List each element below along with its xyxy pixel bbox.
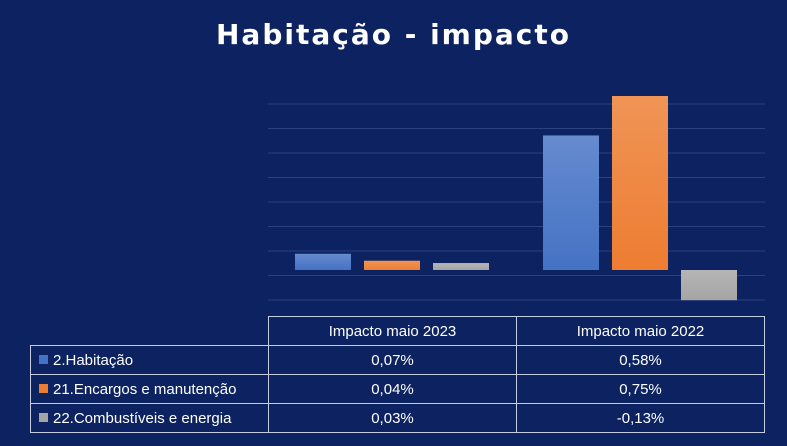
data-label: 0,75% <box>516 374 765 404</box>
data-table: Impacto maio 2023 Impacto maio 2022 2.Ha… <box>30 316 765 433</box>
data-label: 0,07% <box>268 345 517 375</box>
bar-3-1 <box>433 263 489 270</box>
bar-group <box>295 96 737 301</box>
chart-title: Habitação - impacto <box>215 18 572 51</box>
data-label: 0,58% <box>516 345 765 375</box>
bar-3-2 <box>681 270 737 301</box>
column-header: Impacto maio 2023 <box>268 316 517 346</box>
data-label: 0,04% <box>268 374 517 404</box>
series-name: 21.Encargos e manutenção <box>53 380 237 398</box>
column-header: Impacto maio 2022 <box>516 316 765 346</box>
legend-swatch <box>39 413 48 423</box>
table-row: 22.Combustíveis e energia 0,03% -0,13% <box>30 403 765 433</box>
bar-1-1 <box>295 253 351 270</box>
table-row: 21.Encargos e manutenção 0,04% 0,75% <box>30 374 765 404</box>
gridlines <box>268 103 765 301</box>
data-label: 0,03% <box>268 403 517 433</box>
table-corner <box>30 316 269 346</box>
bar-1-2 <box>543 135 599 270</box>
legend-swatch <box>39 355 48 365</box>
table-row: 2.Habitação 0,07% 0,58% <box>30 345 765 375</box>
legend-entry: 2.Habitação <box>30 345 269 375</box>
series-name: 2.Habitação <box>53 351 134 369</box>
table-header-row: Impacto maio 2023 Impacto maio 2022 <box>30 316 765 346</box>
bar-2-2 <box>612 96 668 270</box>
data-label: -0,13% <box>516 403 765 433</box>
legend-entry: 22.Combustíveis e energia <box>30 403 269 433</box>
series-name: 22.Combustíveis e energia <box>53 409 232 427</box>
bar-2-1 <box>364 260 420 270</box>
legend-swatch <box>39 384 48 394</box>
legend-entry: 21.Encargos e manutenção <box>30 374 269 404</box>
